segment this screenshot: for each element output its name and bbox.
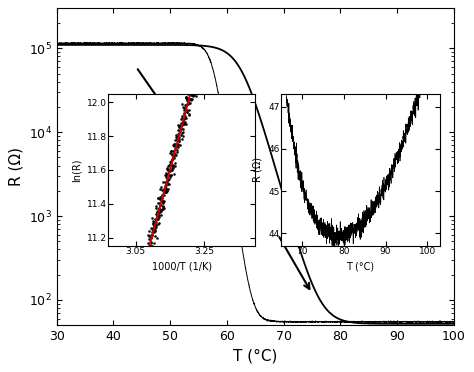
Y-axis label: R (Ω): R (Ω) — [9, 147, 23, 186]
X-axis label: T (°C): T (°C) — [233, 349, 277, 364]
